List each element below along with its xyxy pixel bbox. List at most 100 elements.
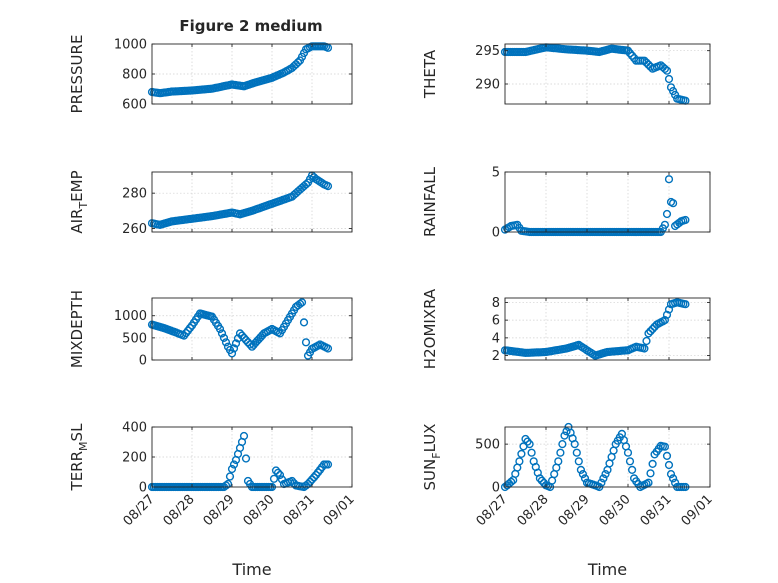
data-point bbox=[271, 466, 281, 475]
data-point bbox=[570, 440, 579, 449]
data-point bbox=[535, 474, 545, 483]
y-tick-label: 5 bbox=[492, 166, 500, 181]
data-point bbox=[287, 476, 297, 486]
data-point bbox=[299, 318, 309, 327]
data-point bbox=[556, 448, 565, 457]
data-point bbox=[664, 175, 674, 184]
data-point bbox=[235, 329, 245, 338]
y-tick-label: 1000 bbox=[114, 309, 147, 324]
data-point bbox=[215, 324, 225, 334]
y-tick-label: 0 bbox=[139, 481, 147, 496]
y-tick-label: 0 bbox=[492, 226, 500, 241]
data-point bbox=[293, 58, 303, 67]
subplot-h2omixra: 2 4 6 8 H2OMIXRA bbox=[421, 288, 711, 369]
data-point bbox=[273, 468, 283, 477]
y-axis-label: TERRMSL bbox=[68, 423, 90, 492]
data-point bbox=[301, 180, 311, 189]
x-tick-label: 08/30 bbox=[597, 492, 634, 529]
data-point bbox=[507, 477, 516, 487]
axes-box bbox=[151, 171, 353, 233]
y-tick-label: 280 bbox=[122, 187, 147, 202]
y-tick-label: 2 bbox=[492, 349, 500, 364]
x-tick-label: 08/27 bbox=[121, 492, 158, 529]
data-point bbox=[662, 66, 672, 75]
data-point bbox=[576, 465, 586, 475]
data-point bbox=[237, 331, 247, 340]
axes-box bbox=[504, 171, 711, 233]
data-point bbox=[217, 329, 227, 338]
y-axis-label: H2OMIXRA bbox=[421, 288, 439, 369]
y-tick-label: 500 bbox=[122, 331, 147, 346]
data-point bbox=[219, 333, 229, 343]
axes-box bbox=[504, 43, 711, 105]
axes-box bbox=[151, 297, 353, 361]
y-tick-label: 1000 bbox=[114, 38, 147, 53]
data-point bbox=[660, 220, 670, 229]
data-point bbox=[627, 465, 637, 475]
data-point bbox=[648, 324, 657, 334]
data-point bbox=[323, 344, 333, 353]
data-point bbox=[644, 329, 653, 338]
data-point bbox=[662, 310, 672, 319]
y-tick-label: 800 bbox=[122, 68, 147, 83]
data-point bbox=[572, 448, 581, 457]
data-point bbox=[580, 474, 590, 483]
data-point bbox=[275, 470, 285, 480]
y-axis-label: RAINFALL bbox=[421, 166, 439, 237]
y-tick-label: 500 bbox=[475, 438, 500, 453]
y-tick-label: 600 bbox=[122, 98, 147, 113]
data-point bbox=[644, 478, 653, 487]
data-point bbox=[221, 481, 231, 490]
data-point bbox=[578, 470, 588, 479]
data-point bbox=[515, 457, 524, 466]
axes-box bbox=[504, 426, 711, 488]
chart-title: Figure 2 medium bbox=[179, 17, 322, 35]
data-point bbox=[517, 449, 526, 459]
y-tick-label: 6 bbox=[492, 314, 500, 329]
axes-box bbox=[504, 297, 711, 361]
data-point bbox=[664, 460, 674, 470]
x-tick-label: 09/01 bbox=[679, 492, 716, 529]
data-point bbox=[295, 299, 305, 309]
x-tick-label: 08/31 bbox=[638, 492, 675, 529]
y-tick-label: 260 bbox=[122, 222, 147, 237]
data-point bbox=[229, 460, 239, 469]
data-point bbox=[241, 336, 251, 345]
subplot-theta: 290 295 THETA bbox=[421, 43, 711, 105]
subplot-rainfall: 0 5 RAINFALL bbox=[421, 166, 711, 241]
y-axis-label: AIRTEMP bbox=[68, 170, 90, 233]
data-point bbox=[229, 344, 239, 353]
data-point bbox=[670, 478, 680, 487]
data-point bbox=[305, 477, 315, 486]
x-tick-label: 08/29 bbox=[556, 492, 593, 529]
data-point bbox=[225, 472, 235, 481]
data-point bbox=[623, 448, 633, 457]
data-point bbox=[662, 451, 672, 461]
y-tick-label: 200 bbox=[122, 451, 147, 466]
data-point bbox=[625, 457, 635, 466]
y-axis-label: MIXDEPTH bbox=[68, 290, 86, 368]
data-point bbox=[597, 478, 606, 487]
y-tick-label: 295 bbox=[475, 44, 500, 59]
y-axis-label: PRESSURE bbox=[68, 35, 86, 114]
data-point bbox=[660, 316, 670, 325]
y-tick-label: 400 bbox=[122, 421, 147, 436]
data-point bbox=[660, 442, 670, 451]
x-tick-label: 08/31 bbox=[281, 492, 318, 529]
data-point bbox=[664, 305, 674, 314]
x-tick-label: 08/30 bbox=[241, 492, 278, 529]
data-point bbox=[646, 469, 655, 478]
data-point bbox=[554, 457, 563, 466]
subplot-terrmsl: 0 200 400 08/27 08/28 08/29 08/30 08/31 09/01 Tim… bbox=[68, 421, 358, 580]
data-point bbox=[664, 74, 674, 84]
y-tick-label: 4 bbox=[492, 331, 500, 346]
data-point bbox=[527, 448, 536, 457]
data-point bbox=[245, 340, 255, 349]
x-tick-label: 08/28 bbox=[161, 492, 198, 529]
data-point bbox=[239, 431, 249, 441]
subplot-sunflux: 0 500 08/27 08/28 08/29 08/30 08/31 09/01 Time SU… bbox=[421, 422, 716, 579]
data-point bbox=[668, 474, 678, 483]
data-point bbox=[642, 336, 651, 346]
